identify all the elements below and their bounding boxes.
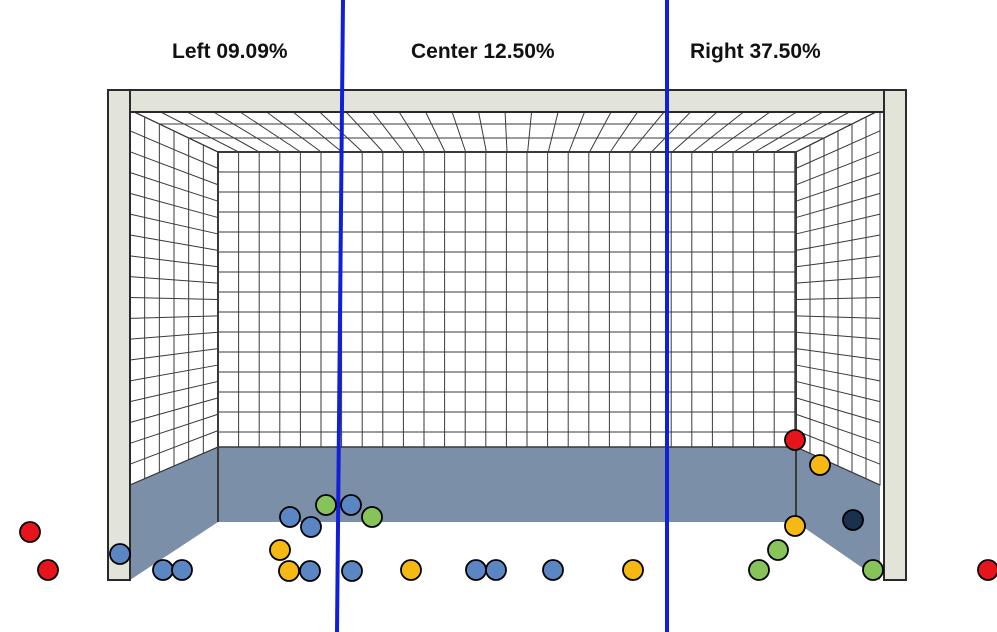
shot-marker-yellow [278, 560, 300, 582]
zone-label-center: Center 12.50% [411, 40, 555, 63]
goal-left-sideboard [130, 447, 218, 580]
shot-marker-green [767, 539, 789, 561]
shot-marker-blue [542, 559, 564, 581]
shot-marker-blue [465, 559, 487, 581]
goal-crossbar [107, 89, 907, 113]
shot-marker-blue [485, 559, 507, 581]
shot-marker-red [977, 559, 997, 581]
goal-right-sideboard [796, 447, 880, 580]
shot-marker-yellow [622, 559, 644, 581]
shot-marker-yellow [269, 539, 291, 561]
shot-marker-blue [341, 560, 363, 582]
shot-marker-green [361, 506, 383, 528]
shot-marker-blue [279, 506, 301, 528]
shot-marker-yellow [784, 515, 806, 537]
goal [107, 89, 907, 581]
shot-marker-yellow [400, 559, 422, 581]
shot-marker-blue [171, 559, 193, 581]
goal-backboard [218, 447, 796, 522]
shot-marker-blue [152, 559, 174, 581]
shot-marker-blue [300, 516, 322, 538]
shot-marker-red [784, 429, 806, 451]
divider-left-center [335, 0, 345, 632]
shot-marker-green [748, 559, 770, 581]
zone-label-left: Left 09.09% [172, 40, 288, 63]
shot-marker-red [19, 521, 41, 543]
shot-marker-green [862, 559, 884, 581]
shot-marker-blue [299, 560, 321, 582]
shot-marker-blue [109, 543, 131, 565]
shot-markers [19, 429, 997, 582]
shot-marker-red [37, 559, 59, 581]
goal-back-net [218, 152, 796, 447]
shot-marker-navy [842, 509, 864, 531]
shot-marker-blue [340, 494, 362, 516]
goal-left-post [107, 89, 131, 581]
zone-label-right: Right 37.50% [690, 40, 821, 63]
goal-right-post [883, 89, 907, 581]
shot-marker-green [315, 494, 337, 516]
shot-marker-yellow [809, 454, 831, 476]
